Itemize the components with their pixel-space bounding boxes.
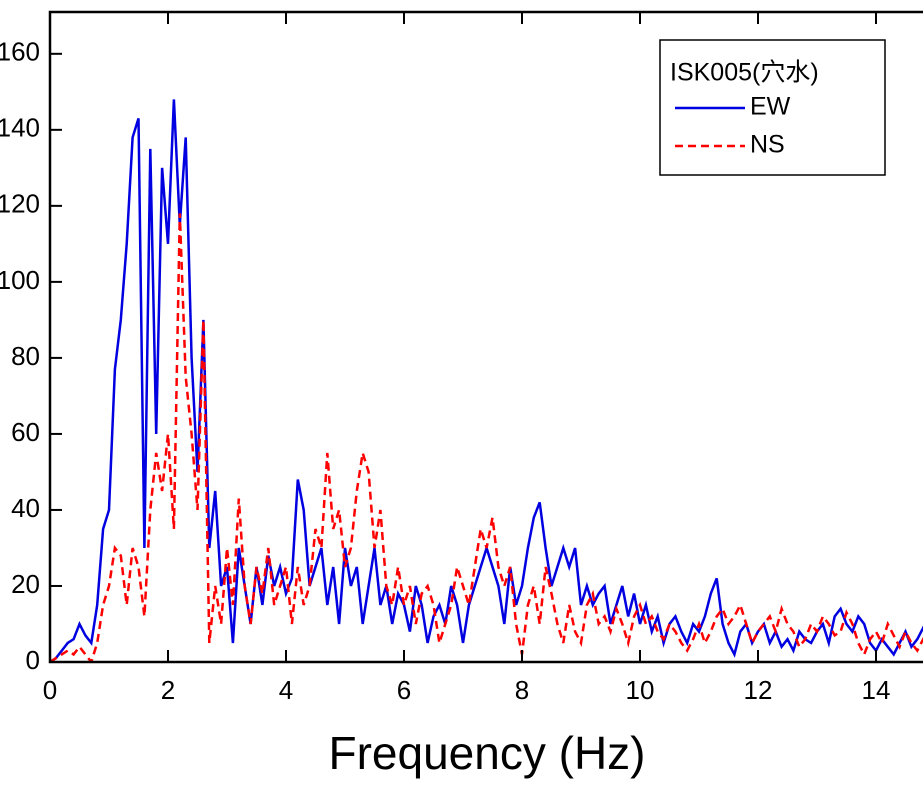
y-tick-label: 0 <box>26 645 40 675</box>
legend-title: ISK005(穴水) <box>670 59 819 87</box>
plot-frame <box>48 10 923 664</box>
x-tick-label: 0 <box>43 675 57 705</box>
series-line <box>50 99 923 662</box>
y-tick-label: 20 <box>11 569 40 599</box>
y-tick-label: 80 <box>11 341 40 371</box>
y-tick-label: 100 <box>0 265 40 295</box>
legend-label: NS <box>750 131 785 159</box>
x-axis-label: Frequency (Hz) <box>329 727 646 779</box>
y-tick-label: 60 <box>11 417 40 447</box>
series-line <box>50 213 923 662</box>
x-tick-label: 8 <box>515 675 529 705</box>
x-tick-label: 4 <box>279 675 293 705</box>
legend-label: EW <box>750 93 791 121</box>
y-tick-label: 120 <box>0 189 40 219</box>
x-tick-label: 2 <box>161 675 175 705</box>
x-tick-label: 12 <box>744 675 773 705</box>
y-tick-label: 40 <box>11 493 40 523</box>
y-tick-label: 140 <box>0 113 40 143</box>
x-tick-label: 6 <box>397 675 411 705</box>
x-tick-label: 10 <box>626 675 655 705</box>
y-tick-label: 160 <box>0 37 40 67</box>
x-tick-label: 14 <box>862 675 891 705</box>
